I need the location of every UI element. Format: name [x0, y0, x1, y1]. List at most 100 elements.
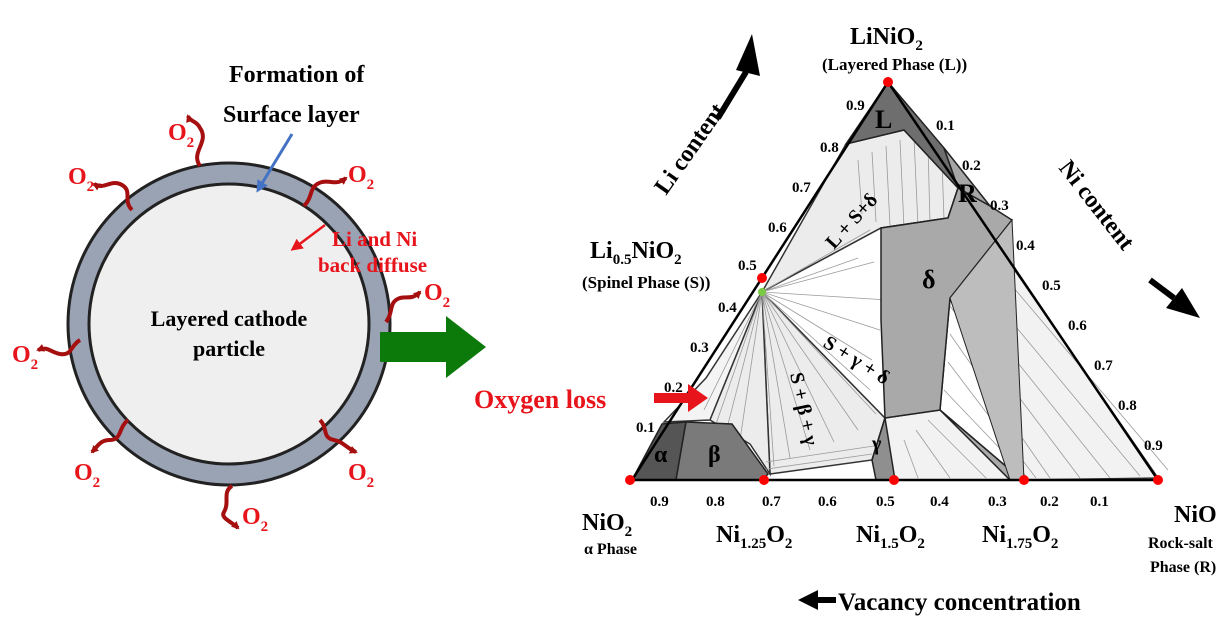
back-diffuse-line2: back diffuse [318, 253, 427, 277]
spinel-marker-green [758, 288, 766, 296]
left-tick: 0.3 [690, 340, 709, 356]
region-label-r: R [958, 179, 977, 208]
o2-label: O2 [424, 280, 450, 311]
bottom-tick: 0.8 [706, 494, 725, 510]
o2-label: O2 [74, 460, 100, 491]
region-label-beta: β [708, 442, 721, 468]
o2-arrow [92, 181, 134, 212]
li-content-arrow-head [736, 34, 760, 76]
ni-content-label: Ni content [1053, 156, 1139, 256]
o2-label: O2 [68, 164, 94, 195]
right-tick: 0.5 [1042, 278, 1061, 294]
o2-arrow [302, 176, 348, 208]
ni-content-axis: Ni content [1053, 156, 1200, 318]
o2-label: O2 [12, 342, 38, 373]
o2-label: O2 [168, 120, 194, 151]
oxygen-loss-label: Oxygen loss [474, 385, 606, 414]
o2-arrow [384, 290, 422, 324]
formation-label-line2: Surface layer [223, 102, 360, 128]
vertex-label-nio: NiO [1174, 502, 1217, 528]
bottom-tick: 0.2 [1040, 494, 1059, 510]
tick-labels: 0.9 0.8 0.7 0.6 0.5 0.4 0.3 0.2 0.1 0.1 … [636, 98, 1163, 510]
vertex-label-nio2: NiO2 [582, 510, 632, 540]
right-tick: 0.1 [936, 118, 955, 134]
right-tick: 0.7 [1094, 358, 1113, 374]
particle-core [87, 182, 371, 466]
vertex-dot-nio [1153, 475, 1163, 485]
li-content-axis: Li content [650, 34, 760, 199]
oxygen-loss-arrow [654, 384, 708, 412]
composition-label-ni125o2: Ni1.25O2 [716, 522, 792, 552]
bottom-tick: 0.4 [930, 494, 949, 510]
oxygen-loss-indicator: Oxygen loss [474, 384, 708, 414]
region-label-gamma: γ [871, 433, 882, 455]
bottom-tick: 0.7 [762, 494, 781, 510]
back-diffuse-arrow [290, 224, 326, 251]
o2-label: O2 [348, 162, 374, 193]
right-tick: 0.4 [1016, 238, 1035, 254]
vertex-label-linio2: LiNiO2 [850, 24, 923, 54]
left-tick: 0.5 [738, 258, 757, 274]
bottom-tick: 0.3 [988, 494, 1007, 510]
bottom-tick: 0.9 [650, 494, 669, 510]
transition-arrow-green [380, 316, 486, 378]
vertex-phase-alpha: α Phase [584, 541, 637, 558]
right-tick: 0.3 [990, 198, 1009, 214]
vertex-dot-nio2 [625, 475, 635, 485]
particle-label-line2: particle [193, 336, 265, 361]
cathode-particle [66, 161, 392, 487]
region-label-delta: δ [922, 265, 936, 294]
left-tick: 0.2 [664, 380, 683, 396]
left-tick: 0.6 [768, 220, 787, 236]
left-tick: 0.9 [846, 98, 865, 114]
vertex-dot-ni15o2 [889, 475, 899, 485]
right-tick: 0.9 [1144, 438, 1163, 454]
vertex-phase-rocksalt-2: Phase (R) [1150, 559, 1216, 576]
left-tick: 0.7 [792, 180, 811, 196]
vertex-dot-ni125o2 [759, 475, 769, 485]
particle-label-line1: Layered cathode [151, 306, 308, 331]
back-diffuse-line1: Li and Ni [332, 227, 417, 251]
right-tick: 0.2 [962, 158, 981, 174]
o2-arrow [36, 338, 82, 357]
o2-label: O2 [242, 504, 268, 535]
vertex-phase-rocksalt-1: Rock-salt [1148, 535, 1214, 552]
region-label-l: L [875, 105, 892, 134]
left-tick: 0.8 [820, 140, 839, 156]
vertex-phase-layered: (Layered Phase (L)) [822, 55, 967, 74]
vertex-labels: LiNiO2 (Layered Phase (L)) Li0.5NiO2 (Sp… [582, 24, 1217, 576]
vertex-dot-spinel [757, 273, 767, 283]
oxygen-release-arrows [36, 114, 422, 530]
bottom-tick: 0.5 [876, 494, 895, 510]
bottom-tick: 0.6 [818, 494, 837, 510]
vertex-dot-ni175o2 [1019, 475, 1029, 485]
right-tick: 0.6 [1068, 318, 1087, 334]
composition-label-ni15o2: Ni1.5O2 [856, 522, 925, 552]
o2-arrow [318, 418, 358, 454]
o2-labels: O2 O2 O2 O2 O2 O2 O2 O2 [12, 120, 450, 535]
region-l [844, 80, 959, 189]
region-label-alpha: α [654, 442, 668, 468]
vacancy-arrow [798, 590, 836, 610]
ni-content-arrow-shaft [1148, 277, 1176, 301]
vertex-label-spinel: Li0.5NiO2 [590, 238, 682, 268]
o2-arrow [221, 484, 240, 530]
right-tick: 0.8 [1118, 398, 1137, 414]
o2-label: O2 [348, 460, 374, 491]
left-tick: 0.4 [718, 300, 737, 316]
o2-arrow [90, 418, 130, 454]
composition-points [625, 77, 1163, 485]
bottom-tick: 0.1 [1090, 494, 1109, 510]
o2-arrow [186, 114, 205, 168]
left-tick: 0.1 [636, 420, 655, 436]
surface-layer-pointer-arrow [256, 133, 294, 193]
ni-content-arrow-head [1166, 288, 1200, 318]
vertex-dot-linio2 [883, 77, 893, 87]
vacancy-axis: Vacancy concentration [798, 589, 1081, 616]
vacancy-label: Vacancy concentration [838, 589, 1081, 616]
vertex-phase-spinel: (Spinel Phase (S)) [582, 273, 710, 292]
composition-label-ni175o2: Ni1.75O2 [982, 522, 1058, 552]
formation-label-line1: Formation of [229, 62, 365, 88]
li-content-arrow-shaft [715, 70, 749, 120]
